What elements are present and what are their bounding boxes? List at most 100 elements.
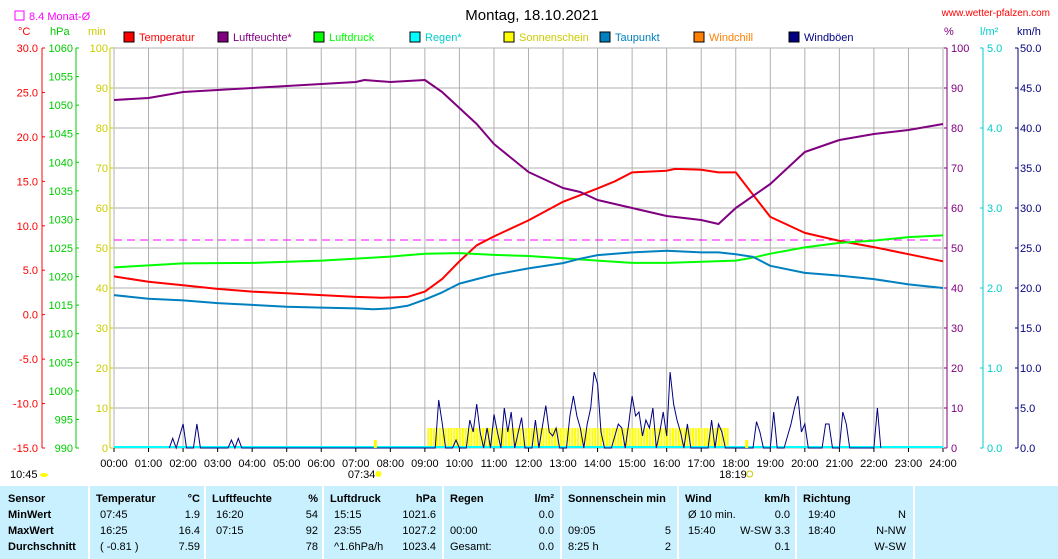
- pressure-time: 15:15: [334, 509, 362, 521]
- wind-value: 0.0: [774, 509, 790, 521]
- table-column-divider: [204, 486, 206, 559]
- x-tick-label: 19:00: [757, 458, 785, 470]
- wind-tick-label: 20.0: [1020, 283, 1041, 295]
- sunrise-icon: [375, 471, 382, 477]
- table-header-cell: Richtung: [803, 493, 851, 505]
- humidity-value: 54: [305, 509, 318, 521]
- table-header-cell: Regen: [450, 493, 484, 505]
- direction-value: N: [898, 509, 906, 521]
- wind-tick-label: 40.0: [1020, 123, 1041, 135]
- website-label: www.wetter-pfalzen.com: [941, 8, 1050, 19]
- humidity-value: 78: [305, 541, 318, 553]
- sun-time: 8:25 h: [568, 541, 599, 553]
- sun_min-tick-label: 10: [96, 403, 108, 415]
- pressure-tick-label: 1000: [49, 386, 73, 398]
- x-tick-label: 04:00: [238, 458, 266, 470]
- rain-unit-label: l/m²: [980, 26, 999, 38]
- humidity-time: 07:15: [216, 525, 244, 537]
- legend-swatch: [503, 31, 515, 43]
- table-header-cell: Sonnenschein min: [568, 493, 666, 505]
- weather-chart: 00:00 01:00 02:00 03:00 04:00 05:00 06:00 07:00…: [10, 7, 1050, 481]
- wind-tick-label: 35.0: [1020, 163, 1041, 175]
- legend-label: Luftfeuchte*: [233, 32, 292, 44]
- temp-value: 1.9: [184, 509, 200, 521]
- temp-time: 07:45: [100, 509, 128, 521]
- sun-value: 5: [664, 525, 671, 537]
- x-tick-label: 13:00: [549, 458, 577, 470]
- direction-time: 19:40: [808, 509, 836, 521]
- wind-unit-label: km/h: [1017, 26, 1041, 38]
- humidity-tick-label: 40: [951, 283, 963, 295]
- legend-swatch: [217, 31, 229, 43]
- table-header-cell: %: [308, 493, 318, 505]
- legend-swatch: [313, 31, 325, 43]
- table-column-divider: [795, 486, 797, 559]
- table-column-divider: [677, 486, 679, 559]
- humidity-tick-label: 90: [951, 83, 963, 95]
- wind-tick-label: 50.0: [1020, 43, 1041, 55]
- x-tick-label: 00:00: [100, 458, 128, 470]
- humidity-tick-label: 70: [951, 163, 963, 175]
- x-tick-label: 17:00: [687, 458, 715, 470]
- humidity-unit-label: %: [944, 26, 954, 38]
- taupunkt-series: [113, 249, 944, 311]
- temp-tick-label: 0.0: [23, 310, 38, 322]
- temp-tick-label: -5.0: [19, 354, 38, 366]
- x-tick-label: 06:00: [307, 458, 335, 470]
- humidity-tick-label: 0: [951, 443, 957, 455]
- table-header-cell: Temperatur: [96, 493, 156, 505]
- x-tick-label: 14:00: [584, 458, 612, 470]
- table-header-cell: km/h: [764, 493, 790, 505]
- table-header-cell: Sensor: [8, 493, 46, 505]
- pressure-tick-label: 1010: [49, 329, 73, 341]
- current-time-label: 10:45: [10, 469, 38, 481]
- wind-time: 15:40: [688, 525, 716, 537]
- rain-value: 0.0: [538, 541, 554, 553]
- rain-tick-label: 2.0: [987, 283, 1002, 295]
- sun_min-tick-label: 80: [96, 123, 108, 135]
- temp-tick-label: 15.0: [17, 176, 38, 188]
- humidity-tick-label: 10: [951, 403, 963, 415]
- x-tick-label: 22:00: [860, 458, 888, 470]
- pressure-tick-label: 1025: [49, 243, 73, 255]
- pressure-tick-label: 1015: [49, 300, 73, 312]
- pressure-unit-label: hPa: [50, 26, 70, 38]
- sun-time: 09:05: [568, 525, 596, 537]
- humidity-tick-label: 100: [951, 43, 969, 55]
- rain-tick-label: 0.0: [987, 443, 1002, 455]
- table-header-cell: l/m²: [534, 493, 554, 505]
- x-tick-label: 16:00: [653, 458, 681, 470]
- direction-value: N-NW: [876, 525, 906, 537]
- sun_min-tick-label: 30: [96, 323, 108, 335]
- temp-value: 16.4: [178, 525, 200, 537]
- legend-swatch: [599, 31, 611, 43]
- pressure-tick-label: 1050: [49, 100, 73, 112]
- statistics-table: Sensor Temperatur °C Luftfeuchte% Luftdruck h…: [0, 486, 1058, 559]
- humidity-time: 16:20: [216, 509, 244, 521]
- x-tick-label: 09:00: [411, 458, 439, 470]
- pressure-tick-label: 1020: [49, 272, 73, 284]
- legend-label: Temperatur: [139, 32, 195, 44]
- sun_min-tick-label: 40: [96, 283, 108, 295]
- x-tick-label: 15:00: [618, 458, 646, 470]
- x-tick-label: 18:00: [722, 458, 750, 470]
- rain-value: 0.0: [538, 525, 554, 537]
- humidity-tick-label: 50: [951, 243, 963, 255]
- row-label: MinWert: [8, 509, 52, 521]
- humidity-tick-label: 20: [951, 363, 963, 375]
- x-tick-label: 12:00: [515, 458, 543, 470]
- monthly-average-swatch: [14, 10, 25, 21]
- x-tick-label: 21:00: [826, 458, 854, 470]
- wind-tick-label: 0.0: [1020, 443, 1035, 455]
- sun_min-tick-label: 50: [96, 243, 108, 255]
- sun-value: 2: [664, 541, 671, 553]
- table-column-divider: [322, 486, 324, 559]
- sun_min-tick-label: 20: [96, 363, 108, 375]
- luftdruck-series: [113, 234, 944, 269]
- pressure-tick-label: 1030: [49, 214, 73, 226]
- pressure-tick-label: 1005: [49, 357, 73, 369]
- pressure-tick-label: 1040: [49, 157, 73, 169]
- chart-title: Montag, 18.10.2021: [465, 7, 598, 24]
- wind-value: 0.1: [774, 541, 790, 553]
- temp-tick-label: 25.0: [17, 87, 38, 99]
